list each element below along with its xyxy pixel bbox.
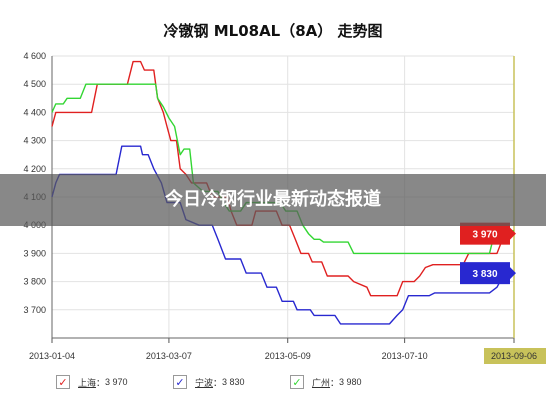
end-label-pointer bbox=[510, 227, 516, 240]
y-tick-label: 4 200 bbox=[23, 164, 46, 174]
headline-text[interactable]: 今日冷钢行业最新动态报道 bbox=[165, 189, 381, 210]
x-tick-label: 2013-09-06 bbox=[491, 351, 537, 361]
y-tick-label: 3 800 bbox=[23, 277, 46, 287]
x-tick-label: 2013-01-04 bbox=[29, 351, 75, 361]
y-tick-label: 3 900 bbox=[23, 248, 46, 258]
legend-item-ningbo[interactable]: ✓ 宁波 ： 3 830 bbox=[173, 374, 245, 390]
y-tick-label: 4 600 bbox=[23, 51, 46, 61]
x-tick-label: 2013-03-07 bbox=[146, 351, 192, 361]
end-labels: 3 970 3 830 bbox=[460, 222, 516, 285]
legend-separator: ： bbox=[213, 377, 223, 388]
legend-label: 宁波 bbox=[195, 377, 214, 388]
legend-item-shanghai[interactable]: ✓ 上海 ： 3 970 bbox=[56, 374, 128, 390]
end-label-text: 3 830 bbox=[472, 269, 497, 280]
end-label-box bbox=[460, 222, 510, 245]
legend-separator: ： bbox=[330, 377, 340, 388]
legend-value: 3 970 bbox=[105, 377, 128, 387]
checkbox-icon[interactable]: ✓ bbox=[173, 375, 187, 389]
x-axis: 2013-01-04 2013-03-07 2013-05-09 2013-07-10… bbox=[29, 56, 546, 364]
legend-value: 3 980 bbox=[339, 377, 362, 387]
y-tick-label: 4 500 bbox=[23, 79, 46, 89]
end-label-pointer bbox=[510, 267, 516, 280]
y-tick-label: 4 300 bbox=[23, 136, 46, 146]
legend-item-guangzhou[interactable]: ✓ 广州 ： 3 980 bbox=[290, 374, 362, 390]
x-tick-label: 2013-07-10 bbox=[382, 351, 428, 361]
y-tick-label: 4 400 bbox=[23, 107, 46, 117]
series-line-1 bbox=[51, 145, 514, 325]
legend-label: 广州 bbox=[312, 377, 331, 388]
end-label-box bbox=[460, 262, 510, 285]
y-tick-label: 3 700 bbox=[23, 305, 46, 315]
legend-label: 上海 bbox=[78, 377, 97, 388]
end-label-1: 3 830 bbox=[460, 262, 516, 285]
legend-value: 3 830 bbox=[222, 377, 245, 387]
legend-separator: ： bbox=[96, 377, 106, 388]
x-tick-highlight bbox=[484, 348, 546, 364]
x-tick-label: 2013-05-09 bbox=[265, 351, 311, 361]
checkbox-icon[interactable]: ✓ bbox=[290, 375, 304, 389]
end-label-0: 3 970 bbox=[460, 222, 516, 245]
headline-overlay bbox=[0, 174, 546, 226]
chart-title: 冷镦钢 ML08AL（8A） 走势图 bbox=[163, 22, 383, 40]
checkbox-icon[interactable]: ✓ bbox=[56, 375, 70, 389]
end-label-text: 3 970 bbox=[472, 230, 497, 241]
